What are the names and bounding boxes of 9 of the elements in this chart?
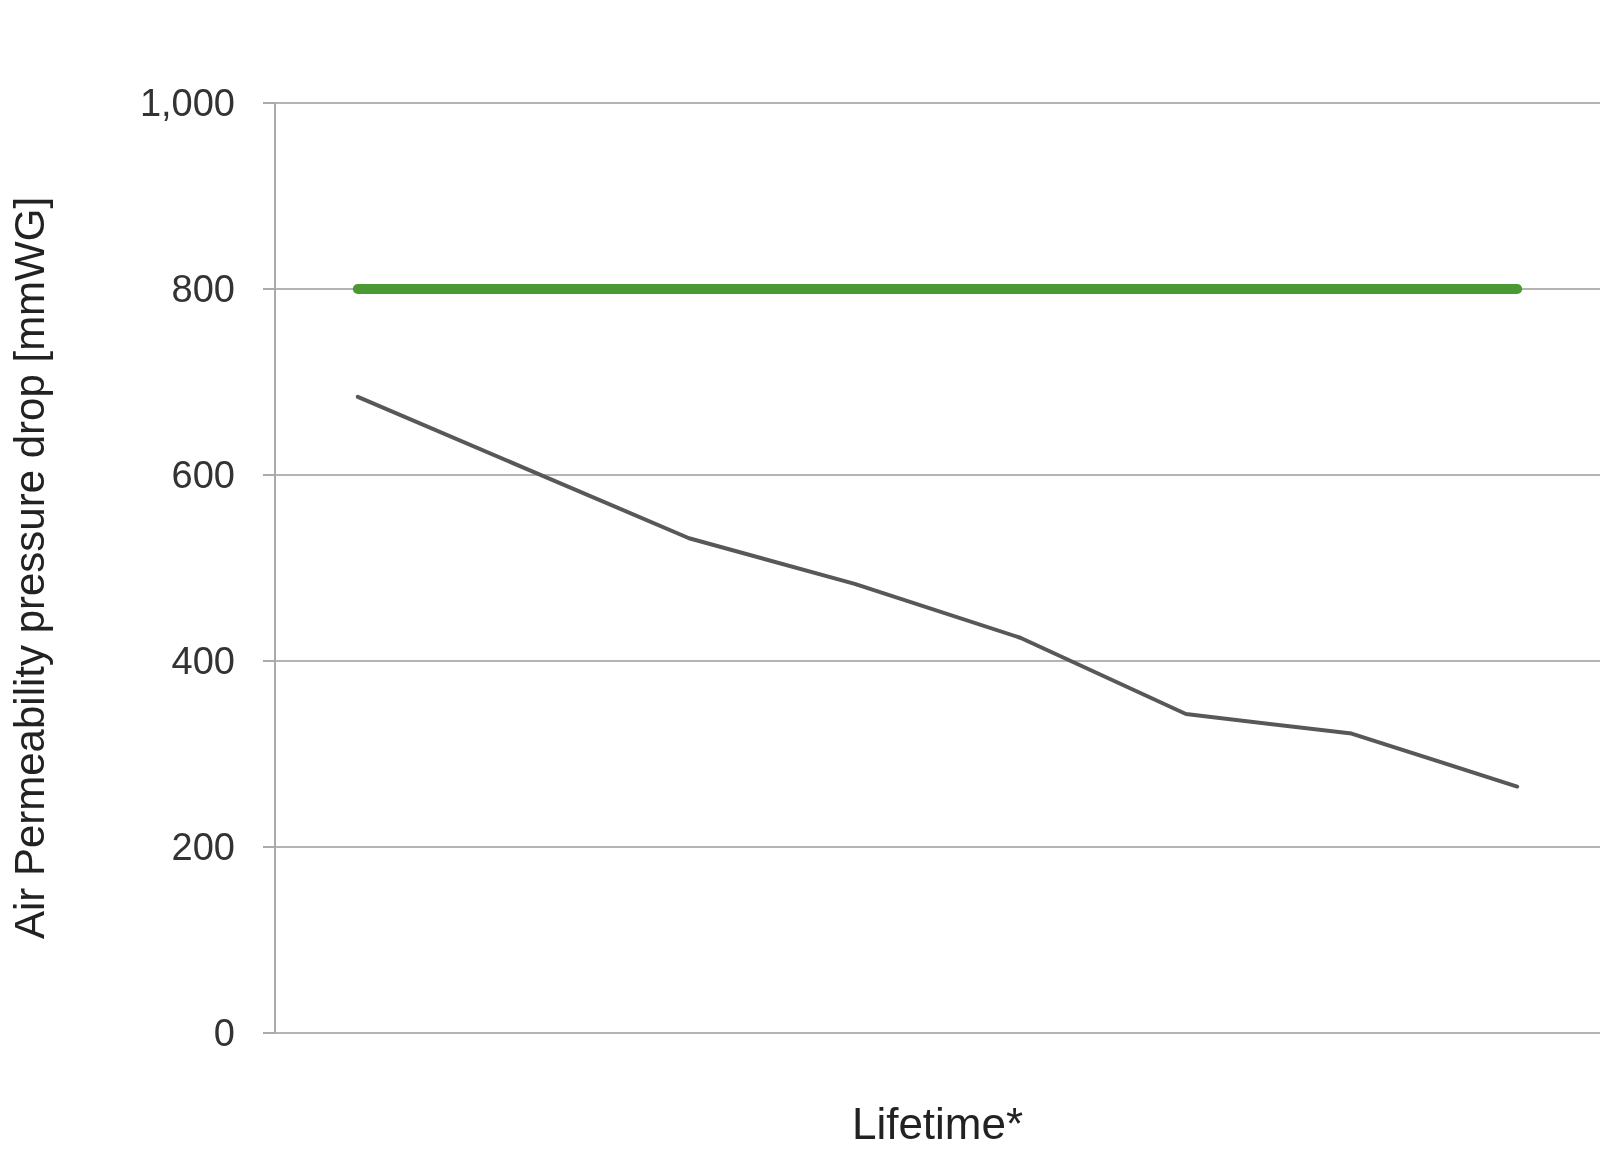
y-tick-label: 200 xyxy=(171,826,235,868)
y-tick-label: 600 xyxy=(171,454,235,496)
y-tick-label: 800 xyxy=(171,268,235,310)
y-axis-title: Air Permeability pressure drop [mmWG] xyxy=(5,196,53,940)
y-tick-label: 0 xyxy=(213,1012,235,1054)
y-tick-label: 1,000 xyxy=(139,82,235,124)
y-tick-label: 400 xyxy=(171,640,235,682)
line-series xyxy=(355,394,1520,789)
x-axis-title: Lifetime* xyxy=(851,1098,1024,1148)
